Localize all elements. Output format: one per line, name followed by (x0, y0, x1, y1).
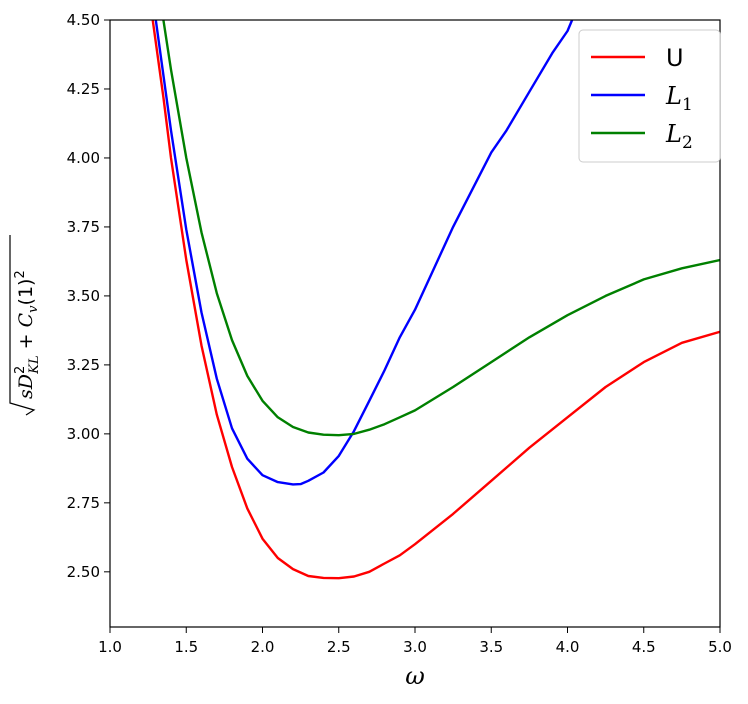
legend-label-2: L1 (665, 82, 693, 115)
y-tick-label: 2.50 (67, 563, 100, 581)
x-tick-label: 3.5 (479, 638, 503, 656)
radical-sign (9, 235, 36, 416)
y-tick-label: 3.25 (67, 356, 100, 374)
y-tick-label: 4.25 (67, 80, 100, 98)
legend: U L1 L2 (578, 29, 721, 163)
y-tick-label: 3.75 (67, 218, 100, 236)
legend-label-3: L2 (665, 120, 693, 153)
legend-label-1: U (666, 44, 684, 72)
x-tick-label: 1.0 (98, 638, 122, 656)
x-tick-label: 1.5 (174, 638, 198, 656)
x-tick-label: 4.5 (632, 638, 656, 656)
y-tick-label: 3.50 (67, 287, 100, 305)
y-tick-label: 4.50 (67, 11, 100, 29)
series-line-1 (151, 20, 720, 580)
x-tick-label: 4.0 (556, 638, 580, 656)
series-line-3 (162, 20, 720, 437)
x-tick-label: 2.5 (327, 638, 351, 656)
y-tick-label: 4.00 (67, 149, 100, 167)
x-tick-label: 3.0 (403, 638, 427, 656)
x-axis-label: ω (405, 662, 425, 690)
x-axis: 1.0 1.5 2.0 2.5 3.0 3.5 4.0 4.5 5.0 (98, 627, 732, 656)
y-axis: 2.50 2.75 3.00 3.25 3.50 3.75 4.00 4.25 4.50 (67, 11, 110, 581)
y-tick-label: 2.75 (67, 494, 100, 512)
series-line-2 (154, 20, 574, 486)
series-layer (151, 20, 720, 580)
legend-box (578, 29, 721, 163)
x-tick-label: 5.0 (708, 638, 732, 656)
y-axis-label: sD2KL + Cv(1)2 (9, 235, 42, 416)
x-tick-label: 2.0 (251, 638, 275, 656)
y-tick-label: 3.00 (67, 425, 100, 443)
svg-text:sD2KL + Cv(1)2: sD2KL + Cv(1)2 (13, 270, 42, 399)
